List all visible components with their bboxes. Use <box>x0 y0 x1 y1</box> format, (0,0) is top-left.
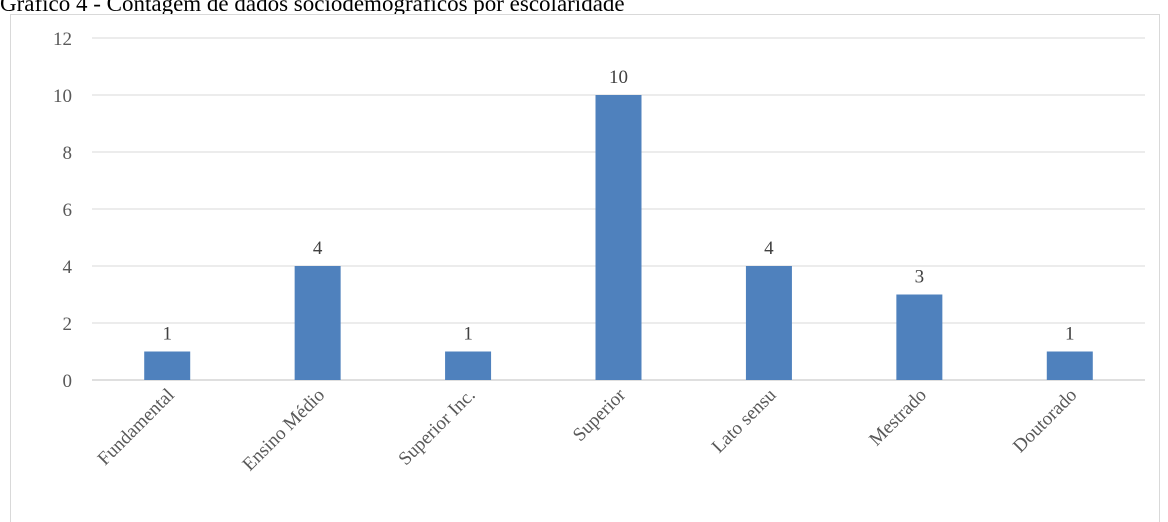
x-tick-label: Fundamental <box>94 385 179 470</box>
bar <box>745 266 792 380</box>
bar <box>1046 351 1093 380</box>
x-tick-label: Mestrado <box>865 385 931 451</box>
data-label: 4 <box>313 238 323 259</box>
data-label: 1 <box>162 324 172 345</box>
chart-frame <box>10 14 1160 522</box>
y-tick-label: 8 <box>63 143 73 164</box>
y-tick-label: 10 <box>53 86 72 107</box>
bar <box>896 294 943 380</box>
data-label: 4 <box>764 238 774 259</box>
x-tick-label: Doutorado <box>1009 385 1081 457</box>
data-label: 1 <box>1065 324 1075 345</box>
x-tick-label: Lato sensu <box>708 384 781 457</box>
y-tick-label: 12 <box>53 29 72 50</box>
y-tick-label: 2 <box>63 314 73 335</box>
y-tick-label: 0 <box>63 371 73 392</box>
bar <box>595 95 642 380</box>
x-tick-label: Superior <box>569 384 631 446</box>
bar <box>294 266 341 380</box>
x-tick-label: Superior Inc. <box>395 385 480 470</box>
data-label: 1 <box>463 324 473 345</box>
data-label: 10 <box>609 67 628 88</box>
chart-caption: Gráfico 4 - Contagem de dados sociodemog… <box>0 0 625 16</box>
y-tick-label: 6 <box>63 200 73 221</box>
x-tick-label: Ensino Médio <box>239 385 330 476</box>
y-tick-label: 4 <box>63 257 73 278</box>
bar <box>445 351 492 380</box>
data-label: 3 <box>915 267 925 288</box>
bar <box>144 351 191 380</box>
